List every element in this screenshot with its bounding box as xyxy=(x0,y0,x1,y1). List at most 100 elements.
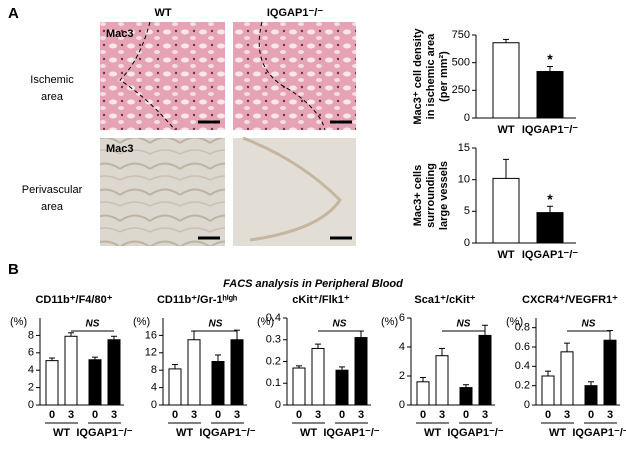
chart-title: CXCR4⁺/VEGFR1⁺ xyxy=(522,294,618,306)
bar xyxy=(603,339,617,406)
y-unit: (%) xyxy=(10,316,27,328)
x-tick-label: 0 xyxy=(215,409,221,421)
y-tick-label: 0.4 xyxy=(266,312,281,324)
annotation: NS xyxy=(209,319,223,330)
x-tick-label: 3 xyxy=(439,409,445,421)
row-label: Ischemic xyxy=(30,74,74,86)
bar xyxy=(560,351,574,406)
group-label: IQGAP1⁻/⁻ xyxy=(199,427,255,439)
x-tick-label: WT xyxy=(497,124,514,136)
x-tick-label: 0 xyxy=(49,409,55,421)
y-tick-label: 6 xyxy=(28,347,34,359)
bar xyxy=(492,177,520,244)
bar xyxy=(335,369,349,406)
x-tick-label: 3 xyxy=(315,409,321,421)
y-tick-label: 0.4 xyxy=(515,360,530,372)
x-tick-label: 3 xyxy=(68,409,74,421)
bar xyxy=(230,339,244,406)
y-tick-label: 0 xyxy=(524,399,530,411)
bar xyxy=(541,375,555,406)
y-tick-label: 0.2 xyxy=(515,380,530,392)
bar xyxy=(168,368,182,406)
panel-label: B xyxy=(8,261,19,278)
x-tick-label: 0 xyxy=(545,409,551,421)
y-tick-label: 4 xyxy=(151,382,157,394)
y-unit: (%) xyxy=(506,316,523,328)
annotation: NS xyxy=(333,319,347,330)
bar xyxy=(478,334,492,406)
y-tick-label: 0.2 xyxy=(266,355,281,367)
bar xyxy=(64,335,78,406)
y-tick-label: 10 xyxy=(458,174,470,186)
chart-title: CD11b⁺/Gr-1ʰⁱᵍʰ xyxy=(157,293,237,306)
y-tick-label: 750 xyxy=(452,29,470,41)
x-tick-label: 3 xyxy=(607,409,613,421)
group-label: IQGAP1⁻/⁻ xyxy=(572,427,626,439)
y-tick-label: 500 xyxy=(452,57,470,69)
y-tick-label: 0 xyxy=(151,399,157,411)
bar xyxy=(536,71,564,119)
image-label: Mac3 xyxy=(106,28,134,40)
bar xyxy=(492,42,520,119)
y-tick-label: 0.3 xyxy=(266,334,281,346)
y-tick-label: 2 xyxy=(28,382,34,394)
annotation: NS xyxy=(582,319,596,330)
group-label: IQGAP1⁻/⁻ xyxy=(447,427,503,439)
micrograph xyxy=(233,138,356,246)
chart-title: CD11b⁺/F4/80⁺ xyxy=(35,294,112,306)
annotation: * xyxy=(547,191,553,207)
x-tick-label: IQGAP1⁻/⁻ xyxy=(522,249,578,261)
y-tick-label: 4 xyxy=(28,364,34,376)
y-axis-label: in ischemic area xyxy=(425,33,437,119)
x-tick-label: 3 xyxy=(234,409,240,421)
x-tick-label: IQGAP1⁻/⁻ xyxy=(522,124,578,136)
column-label: IQGAP1⁻/⁻ xyxy=(267,7,323,19)
group-label: WT xyxy=(176,427,193,439)
x-tick-label: 0 xyxy=(172,409,178,421)
annotation: * xyxy=(547,51,553,67)
x-tick-label: 3 xyxy=(482,409,488,421)
y-tick-label: 0 xyxy=(399,399,405,411)
y-tick-label: 0 xyxy=(28,399,34,411)
chart-title: cKit⁺/Flk1⁺ xyxy=(292,294,350,306)
group-label: IQGAP1⁻/⁻ xyxy=(76,427,132,439)
x-tick-label: 3 xyxy=(111,409,117,421)
y-tick-label: 12 xyxy=(145,347,157,359)
annotation: NS xyxy=(86,319,100,330)
y-axis-label: (per mm²) xyxy=(438,51,450,102)
bar xyxy=(292,367,306,406)
y-tick-label: 0.1 xyxy=(266,377,281,389)
y-unit: (%) xyxy=(257,316,274,328)
x-tick-label: 3 xyxy=(358,409,364,421)
y-tick-label: 15 xyxy=(458,142,470,154)
bar xyxy=(584,385,598,406)
y-axis-label: Mac3⁺ cell density xyxy=(412,27,424,124)
bar xyxy=(536,212,564,244)
row-label: area xyxy=(41,91,64,103)
image-label: Mac3 xyxy=(106,143,134,155)
micrograph xyxy=(100,138,225,246)
y-unit: (%) xyxy=(133,316,150,328)
y-unit: (%) xyxy=(381,316,398,328)
y-tick-label: 8 xyxy=(151,364,157,376)
micrograph xyxy=(100,22,225,130)
y-tick-label: 0.6 xyxy=(515,341,530,353)
group-label: WT xyxy=(549,427,566,439)
x-tick-label: 0 xyxy=(92,409,98,421)
y-tick-label: 250 xyxy=(452,84,470,96)
y-tick-label: 0 xyxy=(464,112,470,124)
bar xyxy=(45,360,59,406)
bar xyxy=(88,359,102,406)
bar xyxy=(107,339,121,406)
vessel xyxy=(242,136,342,242)
x-tick-label: 3 xyxy=(191,409,197,421)
panel-label: A xyxy=(8,5,19,22)
chart-title: Sca1⁺/cKit⁺ xyxy=(414,294,475,306)
x-tick-label: 0 xyxy=(420,409,426,421)
y-tick-label: 8 xyxy=(28,329,34,341)
y-tick-label: 2 xyxy=(399,370,405,382)
x-tick-label: 0 xyxy=(588,409,594,421)
x-tick-label: 0 xyxy=(339,409,345,421)
y-tick-label: 6 xyxy=(399,312,405,324)
bar xyxy=(435,355,449,406)
